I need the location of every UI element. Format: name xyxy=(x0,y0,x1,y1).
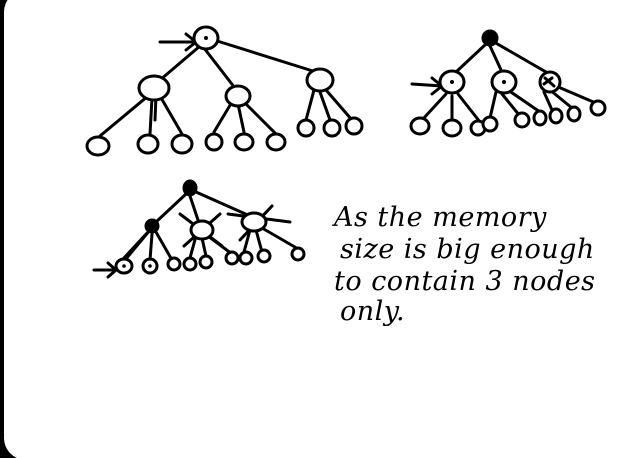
tree2-leaf xyxy=(481,115,499,133)
tree3-leaf xyxy=(290,246,306,262)
tree2-leaf xyxy=(409,116,431,136)
tree2-root-node-visited xyxy=(481,29,499,47)
tree2-child-left-dot xyxy=(450,80,454,84)
tree1-root-dot xyxy=(204,36,208,40)
tree3-leaf xyxy=(182,256,198,272)
tree1-leaf xyxy=(170,133,194,155)
tree1-edges-right-leaves xyxy=(304,88,354,122)
note-line-4: only. xyxy=(340,296,405,327)
tree3-leaf xyxy=(198,254,214,270)
tree3-edges-right-leaves xyxy=(242,226,302,254)
note-line-3: to contain 3 nodes xyxy=(334,266,596,297)
tree1-leaf xyxy=(296,118,316,138)
tree3-leaf xyxy=(166,256,182,272)
tree1-leaf xyxy=(322,118,342,138)
tree3-child-mid-crossed xyxy=(189,219,215,241)
tree1-leaf xyxy=(85,135,111,157)
tree1-leaf xyxy=(265,132,287,152)
tree1-edges-mid-leaves xyxy=(212,100,278,136)
tree2-leaf xyxy=(566,105,582,123)
tree2-leaf xyxy=(589,99,607,117)
tree3-child-right-crossed xyxy=(240,211,268,233)
tree-1-full xyxy=(85,25,364,157)
tree3-leaf xyxy=(238,250,254,266)
handwritten-note: As the memory size is big enough to cont… xyxy=(331,202,596,327)
tree1-leaf xyxy=(136,133,160,155)
tree1-child-mid xyxy=(224,84,252,108)
tree2-leaf xyxy=(513,111,531,129)
tree2-edge-root-left xyxy=(454,42,488,74)
tree2-edges-mid-leaves xyxy=(488,88,542,120)
tree-2-root-visited xyxy=(409,29,607,138)
tree1-leaf xyxy=(233,132,255,152)
tree3-root-node-visited xyxy=(182,179,198,197)
tree3-edges-left-leaves xyxy=(118,228,174,268)
tree2-edge-root-mid xyxy=(488,44,504,74)
tree3-leaf xyxy=(256,248,272,264)
tree1-edges-left-leaves xyxy=(98,94,184,138)
tree3-leaf-dot xyxy=(148,264,152,268)
tree2-edges-right-leaves xyxy=(542,84,600,112)
tree2-edges-left-leaves xyxy=(420,92,482,124)
tree2-edge-root-right xyxy=(492,40,548,74)
tree3-leaf-current-dot xyxy=(122,264,126,268)
tree2-leaf xyxy=(548,107,564,125)
note-line-1: As the memory xyxy=(331,202,547,233)
tree3-edge-root-right xyxy=(194,190,252,218)
tree3-edge-root-left xyxy=(154,192,188,224)
tree2-leaf xyxy=(441,118,463,138)
tree1-edge-root-left xyxy=(158,44,202,82)
tree1-leaf xyxy=(344,116,364,136)
tree1-edge-root-right xyxy=(212,38,318,74)
paper-background xyxy=(4,0,618,458)
tree3-child-left-visited xyxy=(144,218,160,234)
tree3-leaf xyxy=(224,250,240,266)
tree2-leaf xyxy=(532,109,548,127)
tree1-leaf xyxy=(204,132,224,152)
note-line-2: size is big enough xyxy=(340,234,595,265)
tree2-child-mid-dot xyxy=(502,80,506,84)
tree1-edge-root-mid xyxy=(202,46,240,94)
tree1-child-right xyxy=(305,67,335,93)
tree2-child-right-scribble xyxy=(542,76,556,88)
tree-3-nodes-crossed xyxy=(92,179,306,279)
tree1-child-left xyxy=(137,74,171,102)
